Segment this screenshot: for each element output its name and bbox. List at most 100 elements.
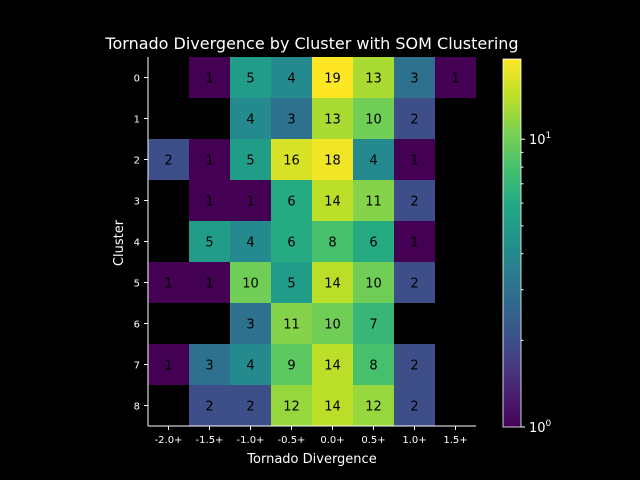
heatmap-cell (312, 221, 353, 262)
cell-value-label: 6 (287, 236, 295, 251)
cell-value-label: 18 (324, 154, 341, 169)
heatmap-cell (353, 98, 394, 139)
heatmap-cell (189, 221, 230, 262)
cell-value-label: 2 (410, 359, 418, 374)
cell-value-label: 5 (246, 72, 254, 87)
heatmap-cell (394, 221, 435, 262)
cell-value-label: 1 (410, 236, 418, 251)
x-tick-label: -1.5+ (196, 435, 224, 446)
cell-value-label: 11 (365, 195, 382, 210)
heatmap-cells: 1 5 4 19 13 3 14 3 13 10 22 1 5 16 18 4 11 1 6 14 11 25 4 6 8 6 11… (148, 57, 476, 426)
cell-value-label: 1 (451, 72, 459, 87)
heatmap-cell (271, 139, 312, 180)
cell-value-label: 4 (287, 72, 295, 87)
cell-value-label: 1 (205, 72, 213, 87)
heatmap-cell (312, 262, 353, 303)
cell-value-label: 8 (328, 236, 336, 251)
heatmap-cell (271, 303, 312, 344)
heatmap-cell (312, 180, 353, 221)
heatmap-cell (230, 221, 271, 262)
cell-value-label: 2 (246, 400, 254, 415)
y-axis: 0 1 2 3 4 5 6 7 8 (134, 57, 149, 426)
colorbar-tick-label: 100 (529, 419, 552, 436)
heatmap-cell (271, 344, 312, 385)
heatmap-cell (148, 139, 189, 180)
cell-value-label: 4 (246, 236, 254, 251)
heatmap-cell (312, 57, 353, 98)
cell-value-label: 2 (164, 154, 172, 169)
cell-value-label: 3 (246, 318, 254, 333)
cell-value-label: 2 (410, 277, 418, 292)
cell-value-label: 1 (410, 154, 418, 169)
cell-value-label: 6 (287, 195, 295, 210)
cell-value-label: 4 (246, 113, 254, 128)
y-tick-label: 7 (134, 361, 140, 372)
cell-value-label: 1 (205, 154, 213, 169)
y-tick-label: 1 (134, 115, 140, 126)
chart-title: Tornado Divergence by Cluster with SOM C… (104, 34, 518, 53)
heatmap-cell (230, 344, 271, 385)
x-tick-label: -2.0+ (155, 435, 183, 446)
heatmap-cell (271, 57, 312, 98)
heatmap-cell (189, 139, 230, 180)
cell-value-label: 2 (410, 400, 418, 415)
heatmap-cell (230, 98, 271, 139)
heatmap-cell (230, 139, 271, 180)
cell-value-label: 12 (283, 400, 300, 415)
heatmap-cell (312, 344, 353, 385)
heatmap-cell (353, 262, 394, 303)
cell-value-label: 2 (205, 400, 213, 415)
y-tick-label: 0 (134, 74, 140, 85)
x-axis: -2.0+ -1.5+ -1.0+ -0.5+ 0.0+ 0.5+ 1.0+ 1.5+ (148, 425, 476, 446)
x-tick-label: 0.5+ (361, 435, 385, 446)
heatmap-cell (353, 221, 394, 262)
cell-value-label: 14 (324, 400, 341, 415)
heatmap-cell (230, 180, 271, 221)
cell-value-label: 1 (164, 359, 172, 374)
heatmap-cell (189, 385, 230, 426)
heatmap-cell (394, 385, 435, 426)
x-tick-label: 1.5+ (443, 435, 467, 446)
heatmap-cell (394, 344, 435, 385)
heatmap-cell (189, 344, 230, 385)
heatmap-cell (353, 385, 394, 426)
cell-value-label: 16 (283, 154, 300, 169)
cell-value-label: 2 (410, 113, 418, 128)
heatmap-cell (394, 57, 435, 98)
heatmap-cell (312, 139, 353, 180)
cell-value-label: 14 (324, 195, 341, 210)
heatmap-cell (271, 262, 312, 303)
heatmap-cell (230, 385, 271, 426)
cell-value-label: 10 (365, 277, 382, 292)
heatmap-cell (353, 303, 394, 344)
y-tick-label: 3 (134, 197, 140, 208)
heatmap-cell (271, 180, 312, 221)
cell-value-label: 12 (365, 400, 382, 415)
heatmap-cell (394, 180, 435, 221)
x-tick-label: -1.0+ (237, 435, 265, 446)
heatmap-cell (312, 98, 353, 139)
cell-value-label: 4 (369, 154, 377, 169)
cell-value-label: 5 (205, 236, 213, 251)
cell-value-label: 10 (365, 113, 382, 128)
cell-value-label: 1 (246, 195, 254, 210)
cell-value-label: 13 (365, 72, 382, 87)
cell-value-label: 3 (205, 359, 213, 374)
cell-value-label: 1 (205, 277, 213, 292)
heatmap-cell (394, 139, 435, 180)
heatmap-cell (230, 262, 271, 303)
cell-value-label: 9 (287, 359, 295, 374)
cell-value-label: 10 (242, 277, 259, 292)
heatmap-cell (271, 98, 312, 139)
heatmap-cell (312, 303, 353, 344)
cell-value-label: 10 (324, 318, 341, 333)
x-tick-label: -0.5+ (278, 435, 306, 446)
heatmap-cell (353, 139, 394, 180)
cell-value-label: 5 (246, 154, 254, 169)
cell-value-label: 3 (410, 72, 418, 87)
cell-value-label: 1 (164, 277, 172, 292)
heatmap-cell (230, 57, 271, 98)
cell-value-label: 1 (205, 195, 213, 210)
heatmap-cell (435, 57, 476, 98)
cell-value-label: 11 (283, 318, 300, 333)
